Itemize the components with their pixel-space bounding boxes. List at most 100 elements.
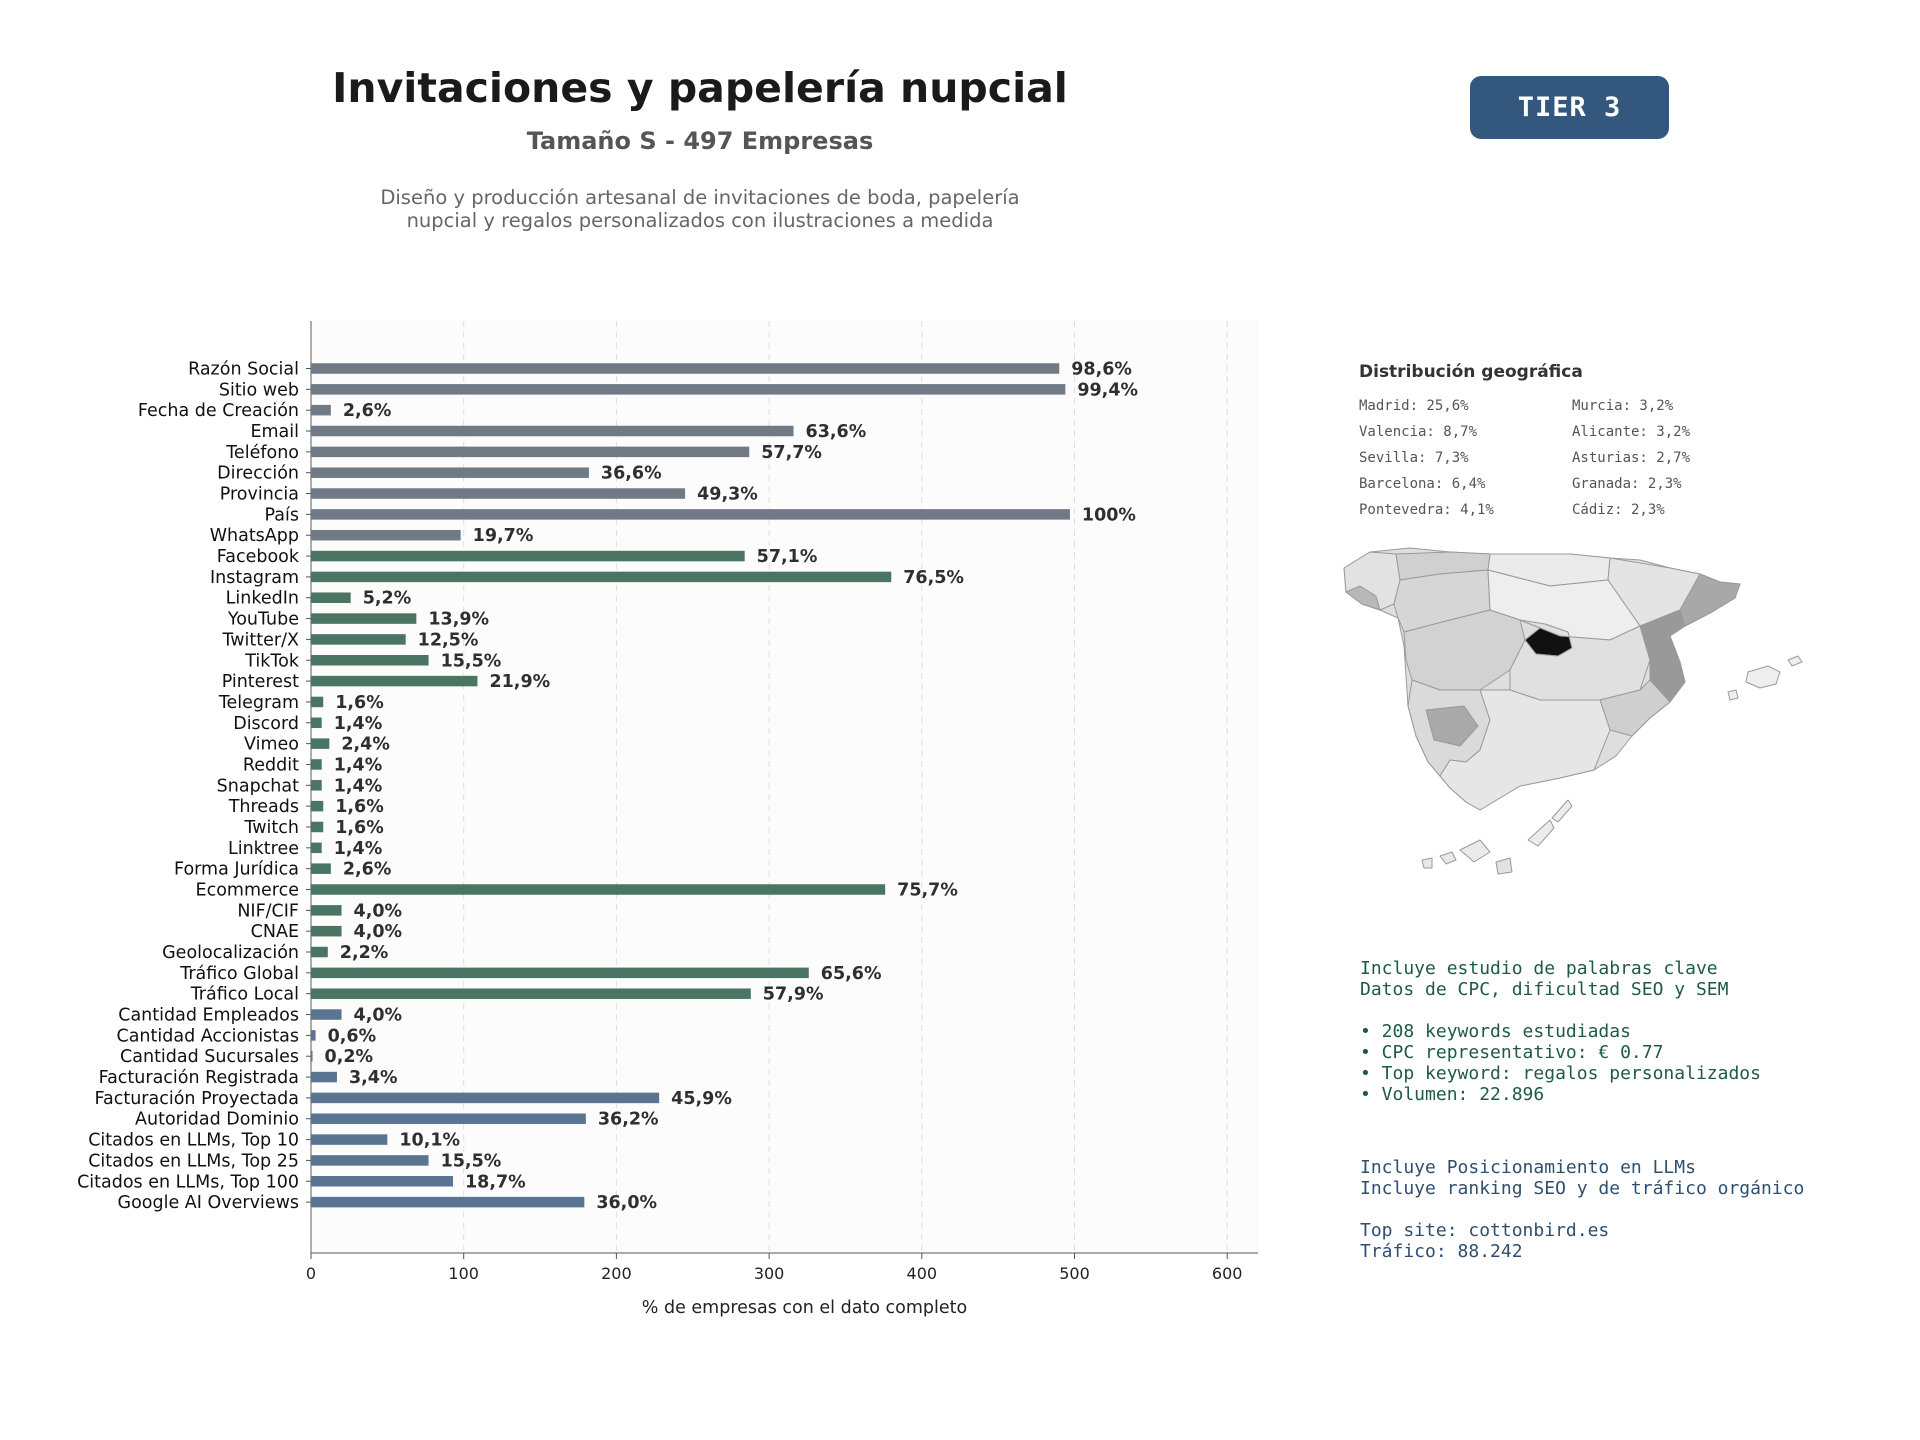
geo-item: Madrid: 25,6% xyxy=(1359,398,1469,414)
geo-item: Cádiz: 2,3% xyxy=(1572,502,1665,518)
data-label: 98,6% xyxy=(1071,360,1132,380)
y-tick-label: Email xyxy=(250,422,299,442)
y-tick-label: Discord xyxy=(233,714,299,734)
bar xyxy=(311,905,342,916)
region-canarias-4 xyxy=(1527,819,1555,847)
data-label: 4,0% xyxy=(354,901,403,921)
y-tick-label: Teléfono xyxy=(225,443,299,463)
y-tick-label: Razón Social xyxy=(188,360,299,380)
data-label: 2,6% xyxy=(343,860,392,880)
y-tick-label: Dirección xyxy=(217,464,299,484)
geo-item: Murcia: 3,2% xyxy=(1572,398,1674,414)
bar xyxy=(311,780,322,791)
data-label: 2,6% xyxy=(343,401,392,421)
keywords-line-2: Datos de CPC, dificultad SEO y SEM xyxy=(1360,979,1729,1000)
keywords-block: Incluye estudio de palabras clave Datos d… xyxy=(1360,958,1761,1105)
data-label: 13,9% xyxy=(428,610,489,630)
keyword-bullet: • Volumen: 22.896 xyxy=(1360,1084,1545,1105)
bar xyxy=(311,1134,388,1145)
bar xyxy=(311,842,322,854)
data-label: 1,4% xyxy=(334,839,383,859)
region-andalucia-east xyxy=(1439,689,1611,811)
region-ibiza xyxy=(1727,689,1739,701)
y-tick-label: WhatsApp xyxy=(210,526,299,546)
region-baleares xyxy=(1745,665,1781,689)
bar xyxy=(311,884,886,895)
data-label: 0,2% xyxy=(325,1047,374,1067)
region-sevilla xyxy=(1425,705,1479,747)
geo-item: Asturias: 2,7% xyxy=(1572,450,1691,466)
y-tick-label: Linktree xyxy=(228,839,299,859)
data-label: 1,4% xyxy=(334,714,383,734)
y-tick-label: Cantidad Sucursales xyxy=(120,1047,299,1067)
data-label: 36,2% xyxy=(598,1110,659,1130)
bar xyxy=(311,1050,313,1062)
bar xyxy=(311,717,322,729)
bar xyxy=(311,550,745,562)
geo-item: Valencia: 8,7% xyxy=(1359,424,1478,440)
x-tick-label: 0 xyxy=(306,1264,316,1283)
y-tick-label: Pinterest xyxy=(222,672,299,692)
data-label: 1,6% xyxy=(335,797,384,817)
data-label: 15,5% xyxy=(441,651,502,671)
page-description: Diseño y producción artesanal de invitac… xyxy=(300,186,1100,232)
bar xyxy=(311,738,330,749)
geo-item: Sevilla: 7,3% xyxy=(1359,450,1469,466)
bar xyxy=(311,1196,585,1208)
bar xyxy=(311,592,351,603)
y-tick-label: Facebook xyxy=(217,547,300,567)
y-tick-label: Tráfico Global xyxy=(179,964,299,984)
bar xyxy=(311,800,324,812)
y-tick-label: Reddit xyxy=(243,755,299,775)
keywords-line-1: Incluye estudio de palabras clave xyxy=(1360,958,1718,979)
y-tick-label: Twitter/X xyxy=(221,630,299,650)
y-tick-label: Vimeo xyxy=(244,735,299,755)
data-label: 65,6% xyxy=(821,964,882,984)
bar xyxy=(311,988,751,999)
y-tick-label: Citados en LLMs, Top 25 xyxy=(88,1151,299,1171)
region-valencia xyxy=(1639,609,1686,703)
data-label: 57,7% xyxy=(761,443,822,463)
y-tick-label: Citados en LLMs, Top 10 xyxy=(88,1131,299,1151)
y-tick-label: Tráfico Local xyxy=(190,985,299,1005)
bar xyxy=(311,363,1060,374)
data-label: 19,7% xyxy=(473,526,534,546)
bar xyxy=(311,446,750,458)
description-line-2: nupcial y regalos personalizados con ilu… xyxy=(406,209,994,232)
data-label: 36,0% xyxy=(596,1193,657,1213)
bar xyxy=(311,529,461,541)
y-tick-label: Google AI Overviews xyxy=(118,1193,299,1213)
data-label: 76,5% xyxy=(903,568,964,588)
geo-item: Pontevedra: 4,1% xyxy=(1359,502,1494,518)
llm-line-2: Incluye ranking SEO y de tráfico orgánic… xyxy=(1360,1178,1805,1199)
bar-chart: 0 100 200 300 400 500 600 % de empresas con el … xyxy=(77,321,1258,1318)
geo-item: Alicante: 3,2% xyxy=(1572,424,1691,440)
bar xyxy=(311,1155,429,1166)
top-site-traffic: Tráfico: 88.242 xyxy=(1360,1241,1523,1262)
y-tick-label: Instagram xyxy=(210,568,299,588)
data-label: 4,0% xyxy=(354,922,403,942)
data-label: 21,9% xyxy=(489,672,550,692)
bar xyxy=(311,946,328,958)
region-menorca xyxy=(1787,655,1803,667)
y-tick-label: Facturación Proyectada xyxy=(95,1089,299,1109)
bar xyxy=(311,759,322,770)
bar xyxy=(311,675,478,687)
data-label: 100% xyxy=(1082,505,1136,525)
y-tick-label: TikTok xyxy=(244,651,300,671)
y-tick-label: Sitio web xyxy=(219,380,299,400)
data-label: 99,4% xyxy=(1077,380,1138,400)
x-tick-label: 500 xyxy=(1059,1264,1090,1283)
x-tick-label: 200 xyxy=(601,1264,632,1283)
y-tick-label: Citados en LLMs, Top 100 xyxy=(77,1172,299,1192)
x-tick-label: 100 xyxy=(448,1264,479,1283)
y-tick-label: Geolocalización xyxy=(162,943,299,963)
bar xyxy=(311,384,1066,395)
bar xyxy=(311,1113,586,1124)
y-tick-label: Threads xyxy=(228,797,299,817)
y-tick-label: Provincia xyxy=(220,485,299,505)
data-label: 5,2% xyxy=(363,589,412,609)
bar xyxy=(311,488,686,499)
region-canarias-5 xyxy=(1551,799,1573,823)
region-canarias-3 xyxy=(1495,857,1513,875)
